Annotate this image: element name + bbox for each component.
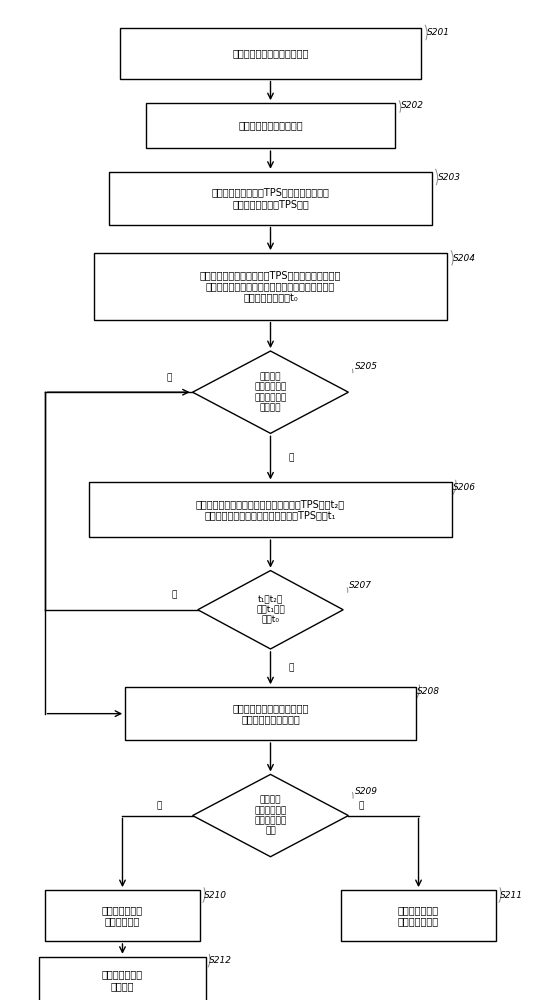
Text: 是: 是	[288, 453, 294, 462]
FancyBboxPatch shape	[109, 172, 432, 225]
Text: 根据监测对象的规模等级和TPS组级、确定监测对象
的成功率统计周期、交易成功率阈值、负波动检测
周期和负波动阈值t₀: 根据监测对象的规模等级和TPS组级、确定监测对象 的成功率统计周期、交易成功率阈…	[200, 270, 341, 303]
Text: 根据监测对象的实时TPS确定该监测对象所
属的规模等级中的TPS组级: 根据监测对象的实时TPS确定该监测对象所 属的规模等级中的TPS组级	[212, 187, 329, 209]
Text: 是: 是	[156, 801, 162, 810]
FancyBboxPatch shape	[89, 482, 452, 537]
Text: 实时交易
成功率是否小
于交易成功率
阈值: 实时交易 成功率是否小 于交易成功率 阈值	[254, 795, 287, 836]
Text: 确定监测对象的规模等级: 确定监测对象的规模等级	[238, 121, 303, 131]
Text: 否: 否	[288, 664, 294, 673]
Polygon shape	[193, 774, 348, 857]
Polygon shape	[193, 351, 348, 433]
Text: 统计监测对象的成功率统计周
期内的实时交易成功率: 统计监测对象的成功率统计周 期内的实时交易成功率	[232, 703, 309, 724]
FancyBboxPatch shape	[341, 890, 497, 941]
Text: 向监测对象发送
异常告警: 向监测对象发送 异常告警	[102, 969, 143, 991]
Text: S206: S206	[453, 483, 476, 492]
FancyBboxPatch shape	[44, 890, 200, 941]
Text: S202: S202	[401, 101, 424, 110]
Text: 计算监测对象在当前负波动检测周期内的TPS均值t₂，
以及在上一相邻负波动检测周期内的TPS均值t₁: 计算监测对象在当前负波动检测周期内的TPS均值t₂， 以及在上一相邻负波动检测周…	[196, 499, 345, 521]
Text: S205: S205	[355, 362, 378, 371]
Text: t₁减t₂再
除以t₁是否
大于t₀: t₁减t₂再 除以t₁是否 大于t₀	[256, 595, 285, 625]
Text: S203: S203	[438, 173, 461, 182]
Text: 否: 否	[167, 373, 172, 382]
FancyBboxPatch shape	[120, 28, 421, 79]
Text: S204: S204	[453, 254, 476, 263]
Text: 监测对象的交易
数据未出现异常: 监测对象的交易 数据未出现异常	[398, 905, 439, 926]
Text: 是: 是	[171, 591, 177, 600]
FancyBboxPatch shape	[94, 253, 447, 320]
Text: S201: S201	[427, 28, 450, 37]
Polygon shape	[198, 571, 343, 649]
Text: 监测对象
在成功率统计
周期内是否有
交易数据: 监测对象 在成功率统计 周期内是否有 交易数据	[254, 372, 287, 412]
Text: 获取监测对象的实时交易数据: 获取监测对象的实时交易数据	[232, 48, 309, 58]
Text: 监测对象的交易
数据出现异常: 监测对象的交易 数据出现异常	[102, 905, 143, 926]
Text: S209: S209	[355, 787, 378, 796]
Text: S211: S211	[500, 891, 523, 900]
Text: S207: S207	[349, 581, 372, 590]
FancyBboxPatch shape	[146, 103, 395, 148]
Text: S210: S210	[204, 891, 227, 900]
FancyBboxPatch shape	[39, 957, 206, 1000]
Text: S212: S212	[209, 956, 232, 965]
Text: S208: S208	[417, 687, 440, 696]
FancyBboxPatch shape	[125, 687, 416, 740]
Text: 否: 否	[359, 801, 364, 810]
